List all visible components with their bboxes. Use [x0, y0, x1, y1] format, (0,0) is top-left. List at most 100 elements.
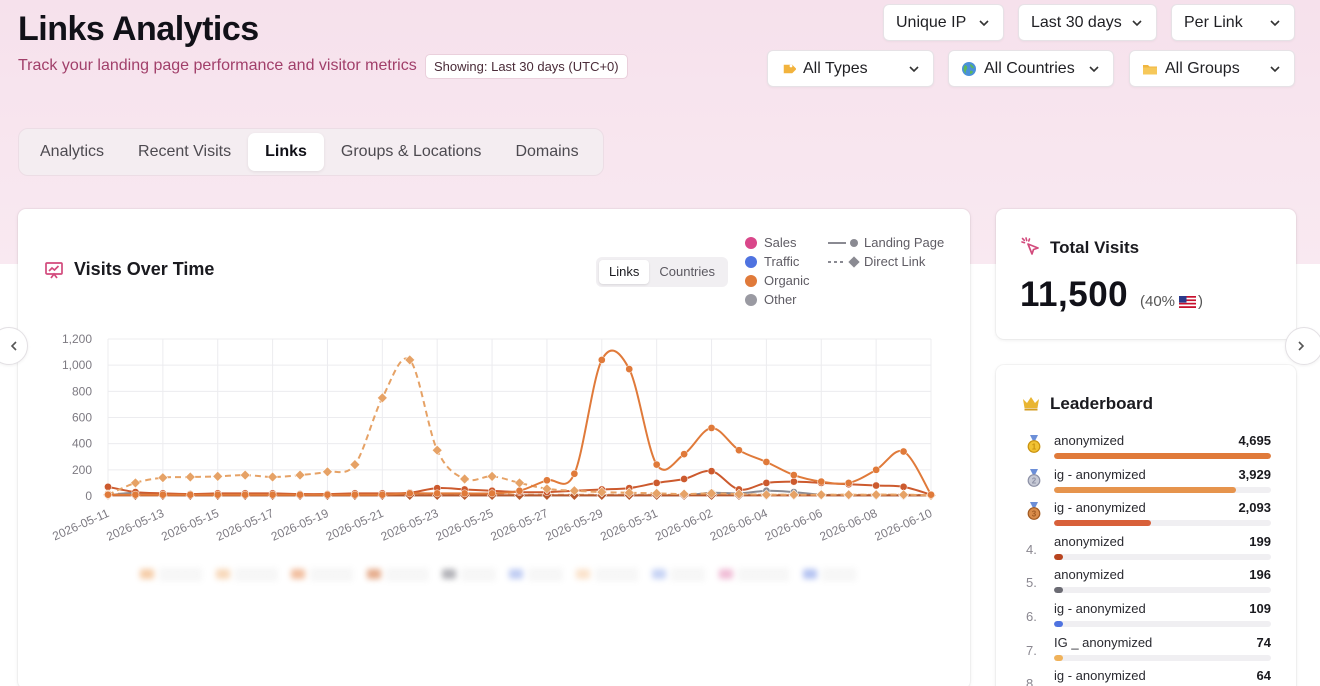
data-point[interactable]	[652, 479, 661, 487]
data-point[interactable]	[488, 489, 496, 498]
range-select[interactable]: Last 30 days	[1018, 4, 1157, 41]
data-point[interactable]	[625, 365, 634, 373]
data-point[interactable]	[323, 490, 332, 499]
data-point[interactable]	[157, 472, 169, 483]
carousel-next-button[interactable]	[1285, 327, 1320, 365]
data-point[interactable]	[898, 489, 909, 500]
data-point[interactable]	[569, 485, 580, 497]
data-point[interactable]	[104, 482, 112, 491]
data-point[interactable]	[706, 488, 717, 499]
legend-item-organic[interactable]: Organic	[745, 271, 810, 290]
total-visits-card: Total Visits 11,500 (40% )	[996, 209, 1296, 339]
data-point[interactable]	[872, 481, 880, 490]
data-point[interactable]	[514, 477, 525, 489]
data-point[interactable]	[596, 486, 608, 498]
data-point[interactable]	[680, 475, 688, 483]
tab-domains[interactable]: Domains	[515, 143, 579, 160]
tab-recent-visits[interactable]: Recent Visits	[138, 143, 232, 160]
data-point[interactable]	[927, 490, 935, 499]
data-point[interactable]	[789, 471, 798, 479]
data-point[interactable]	[815, 489, 827, 500]
data-point[interactable]	[131, 490, 140, 499]
leaderboard-row[interactable]: 1 anonymized 4,695	[996, 433, 1296, 466]
data-point[interactable]	[267, 471, 278, 483]
data-point[interactable]	[733, 488, 745, 500]
data-point[interactable]	[515, 486, 524, 495]
data-point[interactable]	[570, 469, 579, 478]
chart-view-toggle: Links Countries	[596, 257, 728, 287]
countries-select[interactable]: All Countries	[948, 50, 1114, 87]
legend-item-other[interactable]: Other	[745, 290, 810, 309]
data-point[interactable]	[899, 447, 908, 456]
data-point[interactable]	[870, 489, 882, 500]
data-point[interactable]	[872, 465, 880, 474]
types-select[interactable]: All Types	[767, 50, 934, 87]
data-point[interactable]	[541, 483, 553, 495]
data-point[interactable]	[678, 488, 690, 500]
data-point[interactable]	[296, 490, 304, 499]
legend-item-sales[interactable]: Sales	[745, 233, 810, 252]
leaderboard-bar-track	[1054, 553, 1271, 560]
metric-select[interactable]: Unique IP	[883, 4, 1004, 41]
data-point[interactable]	[130, 477, 141, 489]
tab-links[interactable]: Links	[248, 133, 324, 171]
groups-select[interactable]: All Groups	[1129, 50, 1295, 87]
data-point[interactable]	[899, 482, 908, 491]
data-point[interactable]	[322, 466, 333, 478]
data-point[interactable]	[405, 489, 414, 498]
tab-analytics[interactable]: Analytics	[40, 143, 105, 160]
toggle-countries[interactable]: Countries	[659, 264, 715, 279]
data-point[interactable]	[543, 476, 551, 485]
data-point[interactable]	[239, 469, 251, 481]
data-point[interactable]	[652, 460, 661, 469]
data-point[interactable]	[486, 471, 498, 482]
leaderboard-row[interactable]: 3 ig - anonymized 2,093	[996, 500, 1296, 533]
leaderboard-bar-fill	[1054, 453, 1271, 459]
data-point[interactable]	[159, 490, 167, 499]
data-point[interactable]	[377, 392, 388, 404]
legend-item-traffic[interactable]: Traffic	[745, 252, 810, 271]
data-point[interactable]	[104, 490, 112, 499]
data-point[interactable]	[460, 489, 469, 498]
data-point[interactable]	[761, 489, 772, 500]
toggle-links[interactable]: Links	[599, 260, 650, 284]
data-point[interactable]	[762, 479, 771, 487]
data-point[interactable]	[789, 477, 798, 486]
data-point[interactable]	[623, 487, 635, 499]
data-point[interactable]	[404, 354, 416, 366]
data-point[interactable]	[735, 446, 743, 455]
data-point[interactable]	[349, 459, 361, 470]
data-point[interactable]	[241, 490, 250, 499]
data-point[interactable]	[212, 471, 224, 482]
tab-groups-locations[interactable]: Groups & Locations	[340, 143, 482, 160]
leaderboard-row[interactable]: 6. ig - anonymized 109	[996, 601, 1296, 634]
leaderboard-row[interactable]: 2 ig - anonymized 3,929	[996, 467, 1296, 500]
data-point[interactable]	[844, 479, 853, 487]
data-point[interactable]	[707, 424, 716, 432]
data-point[interactable]	[843, 489, 855, 500]
data-point[interactable]	[294, 469, 306, 481]
data-point[interactable]	[788, 489, 800, 500]
data-point[interactable]	[817, 477, 826, 486]
data-point[interactable]	[431, 444, 443, 456]
data-point[interactable]	[707, 467, 716, 475]
data-point[interactable]	[184, 471, 196, 483]
legend-swatch	[745, 236, 757, 249]
data-point[interactable]	[597, 356, 606, 364]
data-point[interactable]	[762, 458, 771, 466]
grouping-select[interactable]: Per Link	[1171, 4, 1295, 41]
leaderboard-row[interactable]: 8. ig - anonymized 64	[996, 668, 1296, 686]
data-point[interactable]	[378, 490, 387, 499]
data-point[interactable]	[351, 490, 359, 499]
data-point[interactable]	[186, 490, 195, 499]
data-point[interactable]	[651, 488, 662, 499]
data-point[interactable]	[459, 473, 470, 485]
data-point[interactable]	[213, 490, 222, 499]
data-point[interactable]	[680, 450, 688, 458]
leaderboard-row[interactable]: 7. IG _ anonymized 74	[996, 635, 1296, 668]
leaderboard-row[interactable]: 5. anonymized 196	[996, 567, 1296, 600]
data-point[interactable]	[268, 490, 277, 499]
data-point[interactable]	[433, 489, 442, 498]
leaderboard-row[interactable]: 4. anonymized 199	[996, 534, 1296, 567]
